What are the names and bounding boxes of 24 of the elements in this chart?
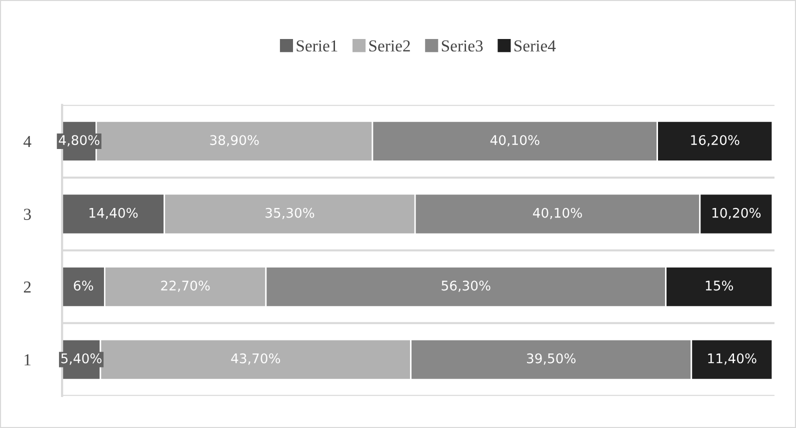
y-tick-label: 4 <box>24 136 32 148</box>
data-label: 22,70% <box>161 280 210 292</box>
data-label: 4,80% <box>58 135 100 146</box>
data-label: 40,10% <box>533 208 582 220</box>
y-tick-label: 1 <box>24 354 31 366</box>
data-label: 56,30% <box>442 280 490 292</box>
legend-label: Serie4 <box>514 40 556 52</box>
legend-label: Serie2 <box>369 40 410 52</box>
y-tick-label: 2 <box>24 282 31 293</box>
data-label: 10,20% <box>712 208 761 220</box>
data-label: 38,90% <box>210 135 259 146</box>
data-label: 39,50% <box>526 353 576 365</box>
data-label: 14,40% <box>90 208 138 220</box>
y-tick-label: 3 <box>24 208 31 220</box>
data-label: 11,40% <box>708 353 756 365</box>
data-label: 35,30% <box>266 208 314 220</box>
data-label: 6% <box>74 280 94 291</box>
data-label: 15% <box>706 280 734 291</box>
data-label: 43,70% <box>231 353 280 365</box>
data-label: 16,20% <box>691 135 740 146</box>
legend-label: Serie1 <box>296 40 338 52</box>
data-label: 5,40% <box>61 353 102 365</box>
legend-label: Serie3 <box>442 40 483 52</box>
data-label: 40,10% <box>490 135 540 146</box>
